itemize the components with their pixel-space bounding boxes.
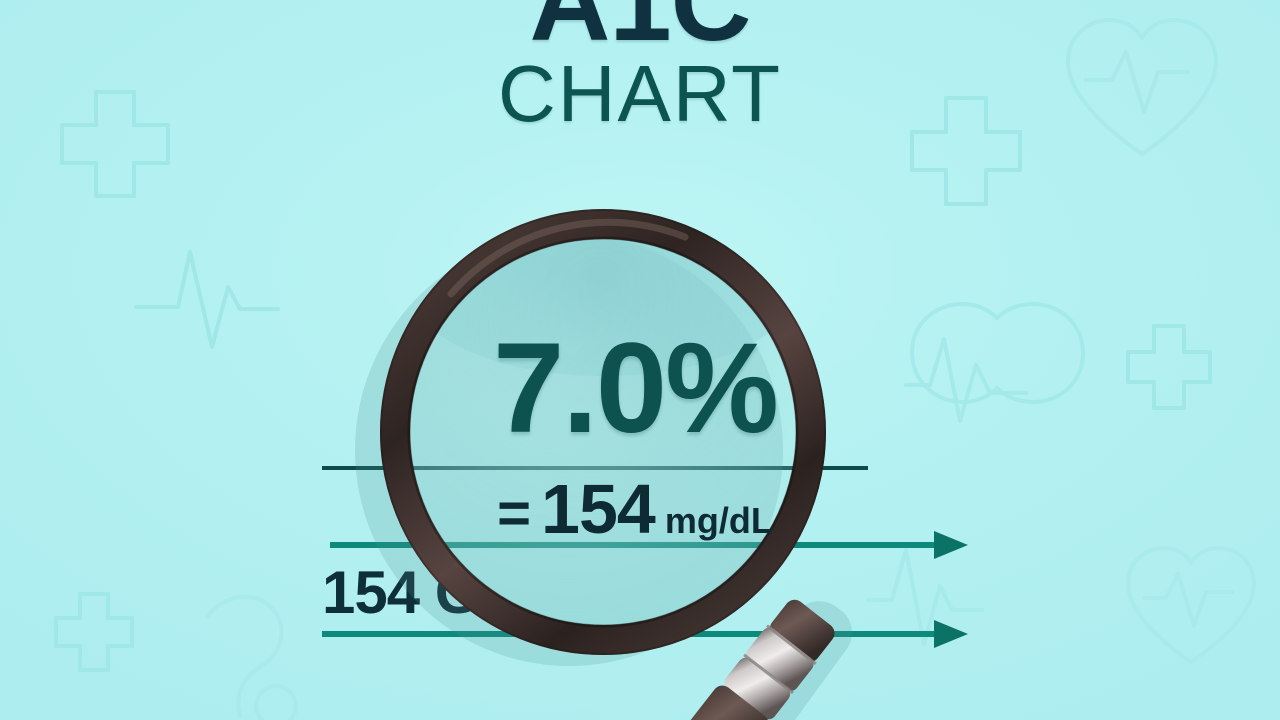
a1c-readout: 7.0% = 154 mg/dL [400,325,870,549]
title-line-chart: CHART [497,49,783,138]
glucose-equivalent: = 154 mg/dL [400,469,870,549]
lower-glucose-label: 154 G [322,559,481,626]
page-title: A1C CHART [0,0,1280,134]
glucose-unit: mg/dL [664,500,773,541]
glucose-value: 154 [541,470,656,548]
equals-sign: = [497,481,532,546]
a1c-percent-value: 7.0% [493,317,779,460]
title-line-a1c: A1C [529,0,751,64]
